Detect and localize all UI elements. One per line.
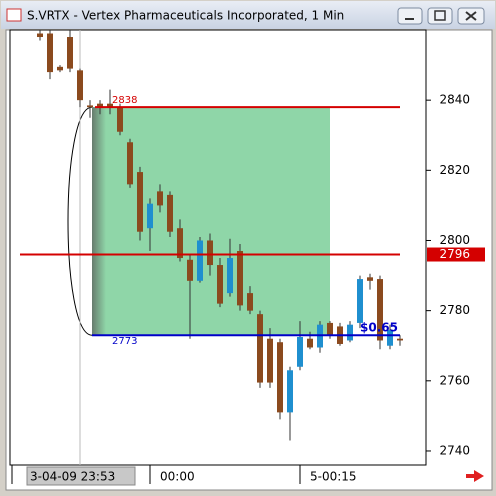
candle-body	[137, 172, 143, 232]
candle-body	[397, 338, 403, 341]
y-tick-label: 2840	[439, 93, 470, 107]
candle-body	[177, 228, 183, 259]
candle-body	[67, 37, 73, 69]
candle-body	[227, 258, 233, 294]
candle-body	[327, 322, 333, 336]
candle-body	[257, 314, 263, 383]
candle-body	[247, 293, 253, 311]
candle-body	[77, 70, 83, 101]
candle-body	[87, 105, 93, 108]
x-tick-label: 00:00	[160, 470, 195, 484]
zone-shade	[92, 107, 106, 336]
candle-body	[367, 277, 373, 281]
candle-body	[47, 33, 53, 73]
maximize-button[interactable]	[427, 7, 453, 25]
price-tag	[427, 247, 485, 262]
price-tag-label: 2796	[439, 247, 470, 261]
x-label-box	[26, 466, 136, 486]
price-line-label: 2838	[112, 95, 137, 106]
candle-body	[117, 107, 123, 132]
zone-bracket	[67, 106, 93, 336]
candle-body	[357, 279, 363, 323]
candle-body	[147, 203, 153, 229]
candle-body	[347, 324, 353, 341]
candle-body	[167, 194, 173, 232]
y-tick-label: 2820	[439, 163, 470, 177]
candle-body	[387, 329, 393, 346]
scroll-arrow[interactable]	[466, 470, 484, 482]
price-line-label: 2773	[112, 336, 137, 347]
candle-body	[107, 103, 113, 108]
candle-body	[297, 336, 303, 367]
candle-body	[207, 240, 213, 266]
plot-layer: 2740 2760 2780 2800 2820 2840 2838 2796 2773 $0.6…	[11, 30, 485, 486]
candle-body	[57, 66, 63, 71]
candle-body	[237, 251, 243, 306]
y-tick-label: 2780	[439, 303, 470, 317]
window-buttons	[397, 7, 485, 25]
close-glyph	[465, 11, 477, 21]
candle-body	[217, 265, 223, 304]
candle-body	[307, 338, 313, 348]
minimize-button[interactable]	[397, 7, 423, 25]
candle-body	[267, 338, 273, 383]
candle-body	[37, 33, 43, 38]
candle-body	[197, 240, 203, 281]
candle-body	[97, 103, 103, 108]
y-tick-label: 2800	[439, 233, 470, 247]
maximize-glyph	[434, 10, 446, 21]
x-tick-label: 5-00:15	[310, 470, 357, 484]
candle-body	[127, 142, 133, 185]
zone	[92, 107, 330, 336]
candle-body	[277, 342, 283, 413]
annotation: $0.65	[360, 321, 398, 335]
candle-body	[157, 191, 163, 206]
x-tick-label: 3-04-09 23:53	[30, 470, 115, 484]
candle-body	[377, 279, 383, 341]
window-title: S.VRTX - Vertex Pharmaceuticals Incorpor…	[27, 9, 344, 23]
y-tick-label: 2760	[439, 373, 470, 387]
candle-body	[187, 259, 193, 281]
y-tick-label: 2740	[439, 443, 470, 457]
candle-body	[287, 370, 293, 413]
app-icon	[6, 8, 22, 22]
